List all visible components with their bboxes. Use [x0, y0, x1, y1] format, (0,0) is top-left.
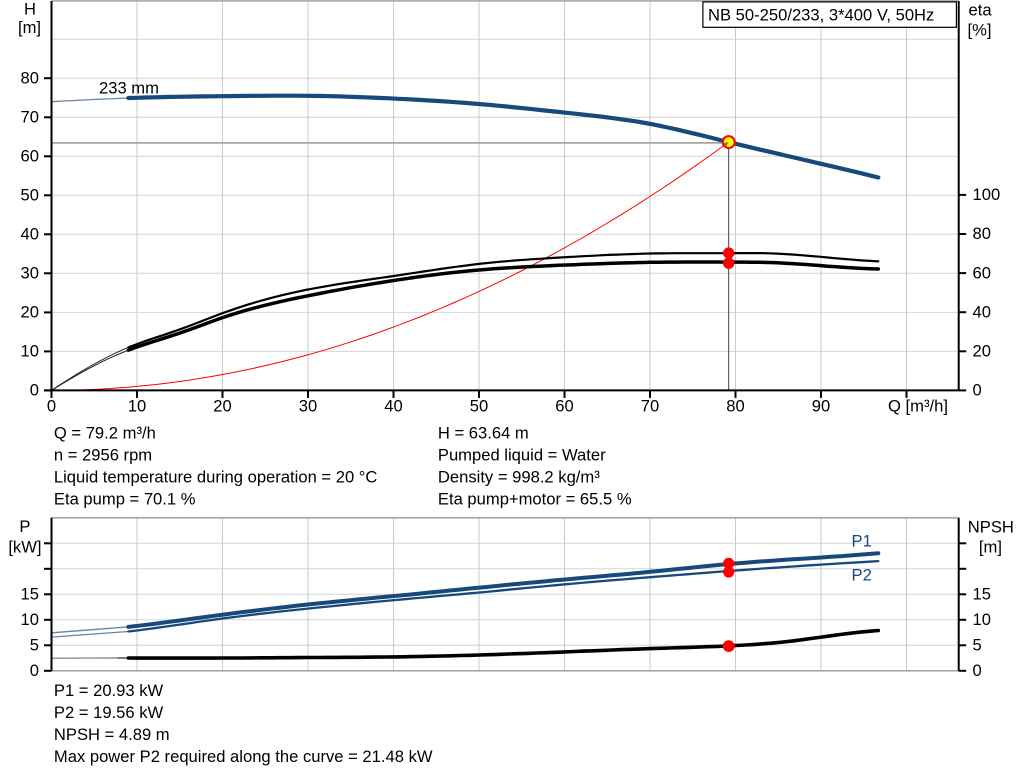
- svg-text:40: 40: [21, 225, 39, 244]
- svg-text:Eta pump+motor = 65.5 %: Eta pump+motor = 65.5 %: [438, 489, 632, 508]
- svg-text:[m]: [m]: [979, 537, 1002, 556]
- svg-text:50: 50: [470, 397, 488, 416]
- svg-text:NPSH: NPSH: [968, 518, 1014, 537]
- svg-text:0: 0: [47, 397, 56, 416]
- svg-text:P2: P2: [852, 566, 872, 585]
- svg-text:40: 40: [973, 302, 991, 321]
- svg-text:30: 30: [21, 264, 39, 283]
- svg-text:60: 60: [555, 397, 573, 416]
- svg-text:Eta pump = 70.1 %: Eta pump = 70.1 %: [54, 489, 196, 508]
- svg-text:15: 15: [21, 585, 39, 604]
- svg-text:70: 70: [641, 397, 659, 416]
- svg-text:0: 0: [973, 381, 982, 400]
- svg-text:5: 5: [30, 636, 39, 655]
- svg-text:10: 10: [21, 342, 39, 361]
- svg-text:80: 80: [726, 397, 744, 416]
- svg-text:P2 = 19.56 kW: P2 = 19.56 kW: [54, 703, 164, 722]
- svg-text:80: 80: [21, 68, 39, 87]
- svg-text:[%]: [%]: [968, 20, 992, 39]
- svg-text:50: 50: [21, 186, 39, 205]
- svg-text:[m]: [m]: [18, 18, 41, 37]
- svg-text:0: 0: [30, 661, 39, 680]
- svg-text:P1 = 20.93 kW: P1 = 20.93 kW: [54, 681, 164, 700]
- svg-text:Q = 79.2 m³/h: Q = 79.2 m³/h: [54, 423, 156, 442]
- svg-text:90: 90: [812, 397, 830, 416]
- svg-text:20: 20: [213, 397, 231, 416]
- svg-text:Max power P2 required along th: Max power P2 required along the curve = …: [54, 747, 433, 766]
- svg-text:NPSH = 4.89 m: NPSH = 4.89 m: [54, 725, 170, 744]
- svg-text:20: 20: [21, 303, 39, 322]
- svg-text:80: 80: [973, 224, 991, 243]
- svg-text:233 mm: 233 mm: [99, 79, 159, 98]
- svg-text:40: 40: [384, 397, 402, 416]
- svg-text:H = 63.64 m: H = 63.64 m: [438, 423, 529, 442]
- svg-text:Q [m³/h]: Q [m³/h]: [888, 397, 948, 416]
- svg-text:10: 10: [128, 397, 146, 416]
- svg-text:70: 70: [21, 108, 39, 127]
- svg-text:0: 0: [973, 661, 982, 680]
- svg-text:NB 50-250/233, 3*400 V, 50Hz: NB 50-250/233, 3*400 V, 50Hz: [708, 6, 934, 25]
- svg-text:20: 20: [973, 342, 991, 361]
- svg-text:60: 60: [973, 263, 991, 282]
- svg-text:0: 0: [30, 381, 39, 400]
- svg-text:5: 5: [973, 636, 982, 655]
- svg-text:P: P: [19, 517, 30, 536]
- svg-text:Liquid temperature during oper: Liquid temperature during operation = 20…: [54, 467, 378, 486]
- svg-text:Pumped liquid = Water: Pumped liquid = Water: [438, 445, 606, 464]
- svg-text:[kW]: [kW]: [8, 537, 41, 556]
- svg-text:10: 10: [21, 610, 39, 629]
- svg-text:15: 15: [973, 585, 991, 604]
- svg-text:10: 10: [973, 610, 991, 629]
- svg-text:30: 30: [299, 397, 317, 416]
- svg-text:eta: eta: [969, 1, 993, 20]
- svg-text:100: 100: [973, 185, 1001, 204]
- svg-text:60: 60: [21, 147, 39, 166]
- svg-text:Density = 998.2 kg/m³: Density = 998.2 kg/m³: [438, 467, 600, 486]
- svg-text:H: H: [24, 0, 36, 19]
- svg-text:n = 2956 rpm: n = 2956 rpm: [54, 445, 152, 464]
- svg-text:P1: P1: [852, 532, 872, 551]
